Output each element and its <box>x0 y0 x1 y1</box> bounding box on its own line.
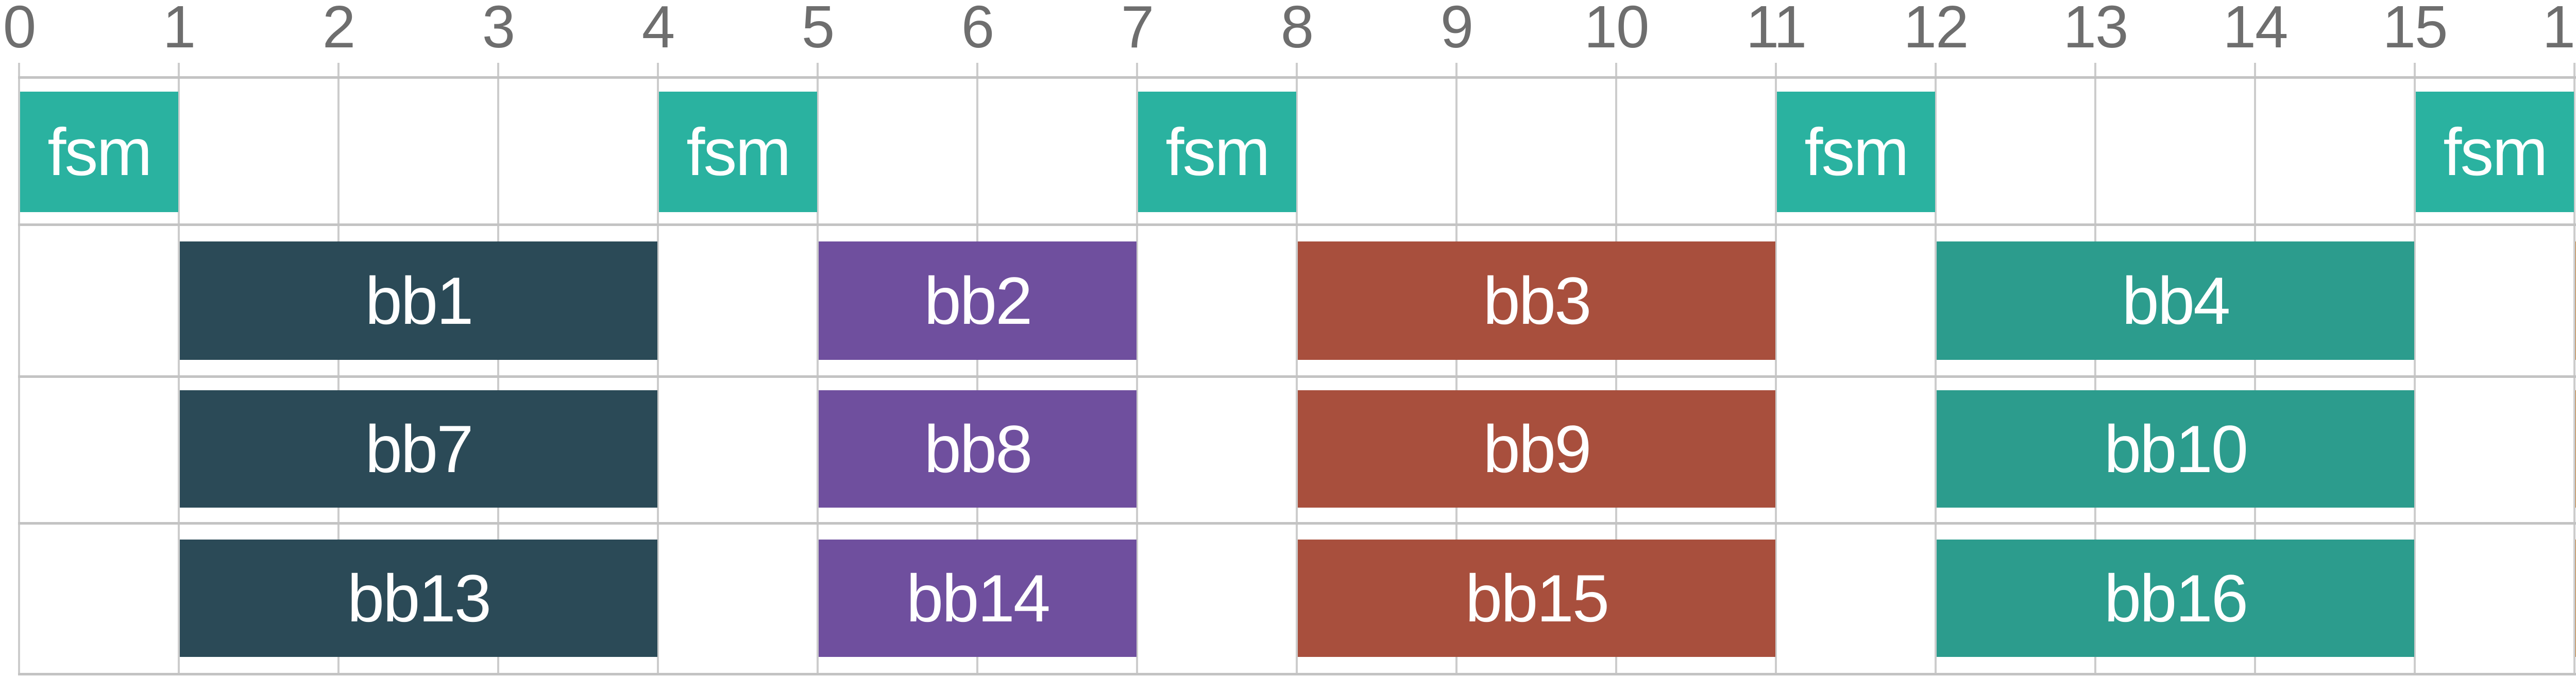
bar-label: bb13 <box>347 561 492 636</box>
vertical-gridline <box>817 63 819 675</box>
bar-label: bb3 <box>1483 263 1592 338</box>
timeline-bar[interactable]: bb8 <box>819 390 1137 508</box>
vertical-gridline <box>1296 63 1298 675</box>
bar-label: bb15 <box>1465 561 1609 636</box>
row-separator-line <box>18 76 2576 79</box>
vertical-gridline <box>2094 63 2096 675</box>
bar-label: fsm <box>686 114 791 189</box>
timeline-bar[interactable]: bb4 <box>1937 241 2414 360</box>
vertical-gridline <box>1935 63 1937 675</box>
row-separator-line <box>18 223 2576 226</box>
vertical-gridline <box>1136 63 1138 675</box>
timeline-bar[interactable]: bb9 <box>1298 390 1775 508</box>
axis-tick-label: 4 <box>641 0 675 60</box>
timeline-bar[interactable]: fsm <box>2416 92 2574 212</box>
axis-tick-label: 0 <box>3 0 37 60</box>
vertical-gridline <box>1615 63 1617 675</box>
axis-tick-label: 8 <box>1280 0 1314 60</box>
axis-tick-label: 13 <box>2063 0 2128 60</box>
timeline-bar[interactable]: fsm <box>1138 92 1296 212</box>
timeline-bar[interactable]: bb3 <box>1298 241 1775 360</box>
timeline-bar[interactable]: bb2 <box>819 241 1137 360</box>
row-separator-line <box>18 375 2576 378</box>
axis-tick-label: 1 <box>162 0 196 60</box>
row-separator-line <box>18 522 2576 525</box>
axis-tick-label: 11 <box>1745 0 1807 60</box>
vertical-gridline <box>2573 63 2575 675</box>
timeline-bar[interactable]: bb16 <box>1937 540 2414 657</box>
axis-tick-label: 5 <box>801 0 835 60</box>
axis-tick-label: 3 <box>482 0 516 60</box>
vertical-gridline <box>497 63 499 675</box>
vertical-gridline <box>1775 63 1777 675</box>
bar-label: bb4 <box>2122 263 2231 338</box>
bar-label: bb14 <box>906 561 1050 636</box>
bar-label: bb8 <box>924 411 1033 487</box>
axis-tick-label: 10 <box>1584 0 1649 60</box>
axis-tick-label: 6 <box>961 0 995 60</box>
axis-tick-label: 12 <box>1903 0 1969 60</box>
vertical-gridline <box>657 63 659 675</box>
bar-label: bb9 <box>1483 411 1592 487</box>
vertical-gridline <box>2254 63 2256 675</box>
axis-tick-label: 2 <box>322 0 356 60</box>
vertical-gridline <box>18 63 20 675</box>
timeline-bar[interactable]: bb10 <box>1937 390 2414 508</box>
bar-label: fsm <box>47 114 152 189</box>
bar-label: bb1 <box>365 263 474 338</box>
timeline-bar[interactable]: fsm <box>20 92 178 212</box>
vertical-gridline <box>178 63 180 675</box>
vertical-gridline <box>976 63 978 675</box>
timeline-bar[interactable]: fsm <box>659 92 817 212</box>
row-separator-line <box>18 673 2576 675</box>
timeline-bar[interactable]: bb15 <box>1298 540 1775 657</box>
axis-tick-label: 15 <box>2382 0 2448 60</box>
bar-label: bb16 <box>2104 561 2248 636</box>
bar-label: bb10 <box>2104 411 2248 487</box>
timeline-bar[interactable]: bb1 <box>180 241 657 360</box>
timeline-bar[interactable]: bb7 <box>180 390 657 508</box>
bar-label: fsm <box>1165 114 1270 189</box>
timeline-bar[interactable]: fsm <box>1777 92 1935 212</box>
axis-tick-label: 14 <box>2223 0 2288 60</box>
vertical-gridline <box>1455 63 1458 675</box>
bar-label: bb7 <box>365 411 474 487</box>
bar-label: fsm <box>2443 114 2548 189</box>
axis-tick-label: 7 <box>1121 0 1155 60</box>
axis-tick-label: 9 <box>1440 0 1474 60</box>
bar-label: bb2 <box>924 263 1033 338</box>
vertical-gridline <box>337 63 340 675</box>
timeline-bar[interactable]: bb14 <box>819 540 1137 657</box>
bar-label: fsm <box>1804 114 1909 189</box>
vertical-gridline <box>2414 63 2416 675</box>
timeline-bar[interactable]: bb13 <box>180 540 657 657</box>
axis-tick-label: 16 <box>2542 0 2576 60</box>
